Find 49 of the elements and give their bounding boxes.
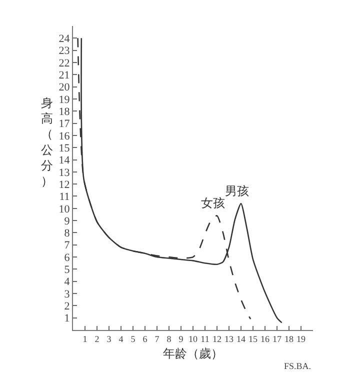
- y-tick-label: 20: [58, 82, 70, 94]
- series-label: 女孩: [201, 196, 225, 210]
- x-tick-label: 14: [236, 334, 246, 344]
- y-tick-label: 19: [58, 94, 70, 106]
- x-tick-label: 2: [94, 334, 100, 344]
- y-tick-label: 3: [64, 288, 70, 300]
- x-tick-label: 13: [224, 334, 234, 344]
- x-tick-label: 4: [118, 334, 124, 344]
- y-tick-label: 5: [64, 264, 70, 276]
- y-tick-label: 18: [58, 106, 70, 118]
- y-tick-label: 9: [64, 215, 70, 228]
- series-label: 男孩: [225, 184, 249, 198]
- x-tick-label: 16: [260, 334, 270, 344]
- x-tick-label: 1: [82, 334, 88, 344]
- y-tick-label: 24: [58, 33, 70, 46]
- text: FS.BA.: [284, 361, 312, 371]
- y-axis-title: 身高（公分）: [41, 96, 53, 188]
- x-tick-label: 11: [200, 334, 210, 344]
- y-tick-label: 1: [64, 312, 70, 325]
- y-tick-label: 12: [58, 178, 70, 191]
- y-tick-label: 17: [58, 118, 70, 130]
- x-tick-label: 19: [296, 334, 306, 344]
- y-tick-label: 13: [58, 166, 70, 179]
- x-axis-title: 年龄（歲）: [163, 346, 223, 361]
- x-tick-label: 7: [154, 334, 160, 344]
- y-tick-label: 15: [58, 142, 70, 154]
- y-tick-label: 22: [58, 57, 70, 70]
- x-tick-label: 9: [178, 334, 184, 344]
- x-tick-label: 17: [272, 334, 282, 344]
- y-tick-label: 21: [58, 69, 70, 82]
- x-tick-label: 3: [106, 334, 112, 344]
- y-tick-label: 10: [58, 203, 70, 216]
- x-tick-label: 8: [166, 334, 172, 344]
- x-tick-label: 6: [142, 334, 148, 344]
- y-tick-label: 7: [64, 240, 70, 252]
- y-tick-label: 4: [64, 276, 70, 288]
- x-tick-label: 15: [248, 334, 258, 344]
- y-tick-label: 14: [58, 154, 70, 167]
- y-tick-label: 23: [58, 45, 70, 58]
- x-tick-label: 12: [212, 334, 222, 344]
- x-tick-label: 10: [188, 334, 198, 344]
- line-series: [80, 38, 282, 324]
- y-tick-label: 16: [58, 130, 70, 142]
- x-tick-label: 18: [284, 334, 294, 344]
- y-tick-label: 6: [64, 252, 70, 264]
- y-tick-label: 2: [64, 300, 70, 313]
- x-tick-label: 5: [130, 334, 136, 344]
- y-tick-label: 8: [64, 228, 70, 240]
- y-tick-label: 11: [59, 191, 70, 204]
